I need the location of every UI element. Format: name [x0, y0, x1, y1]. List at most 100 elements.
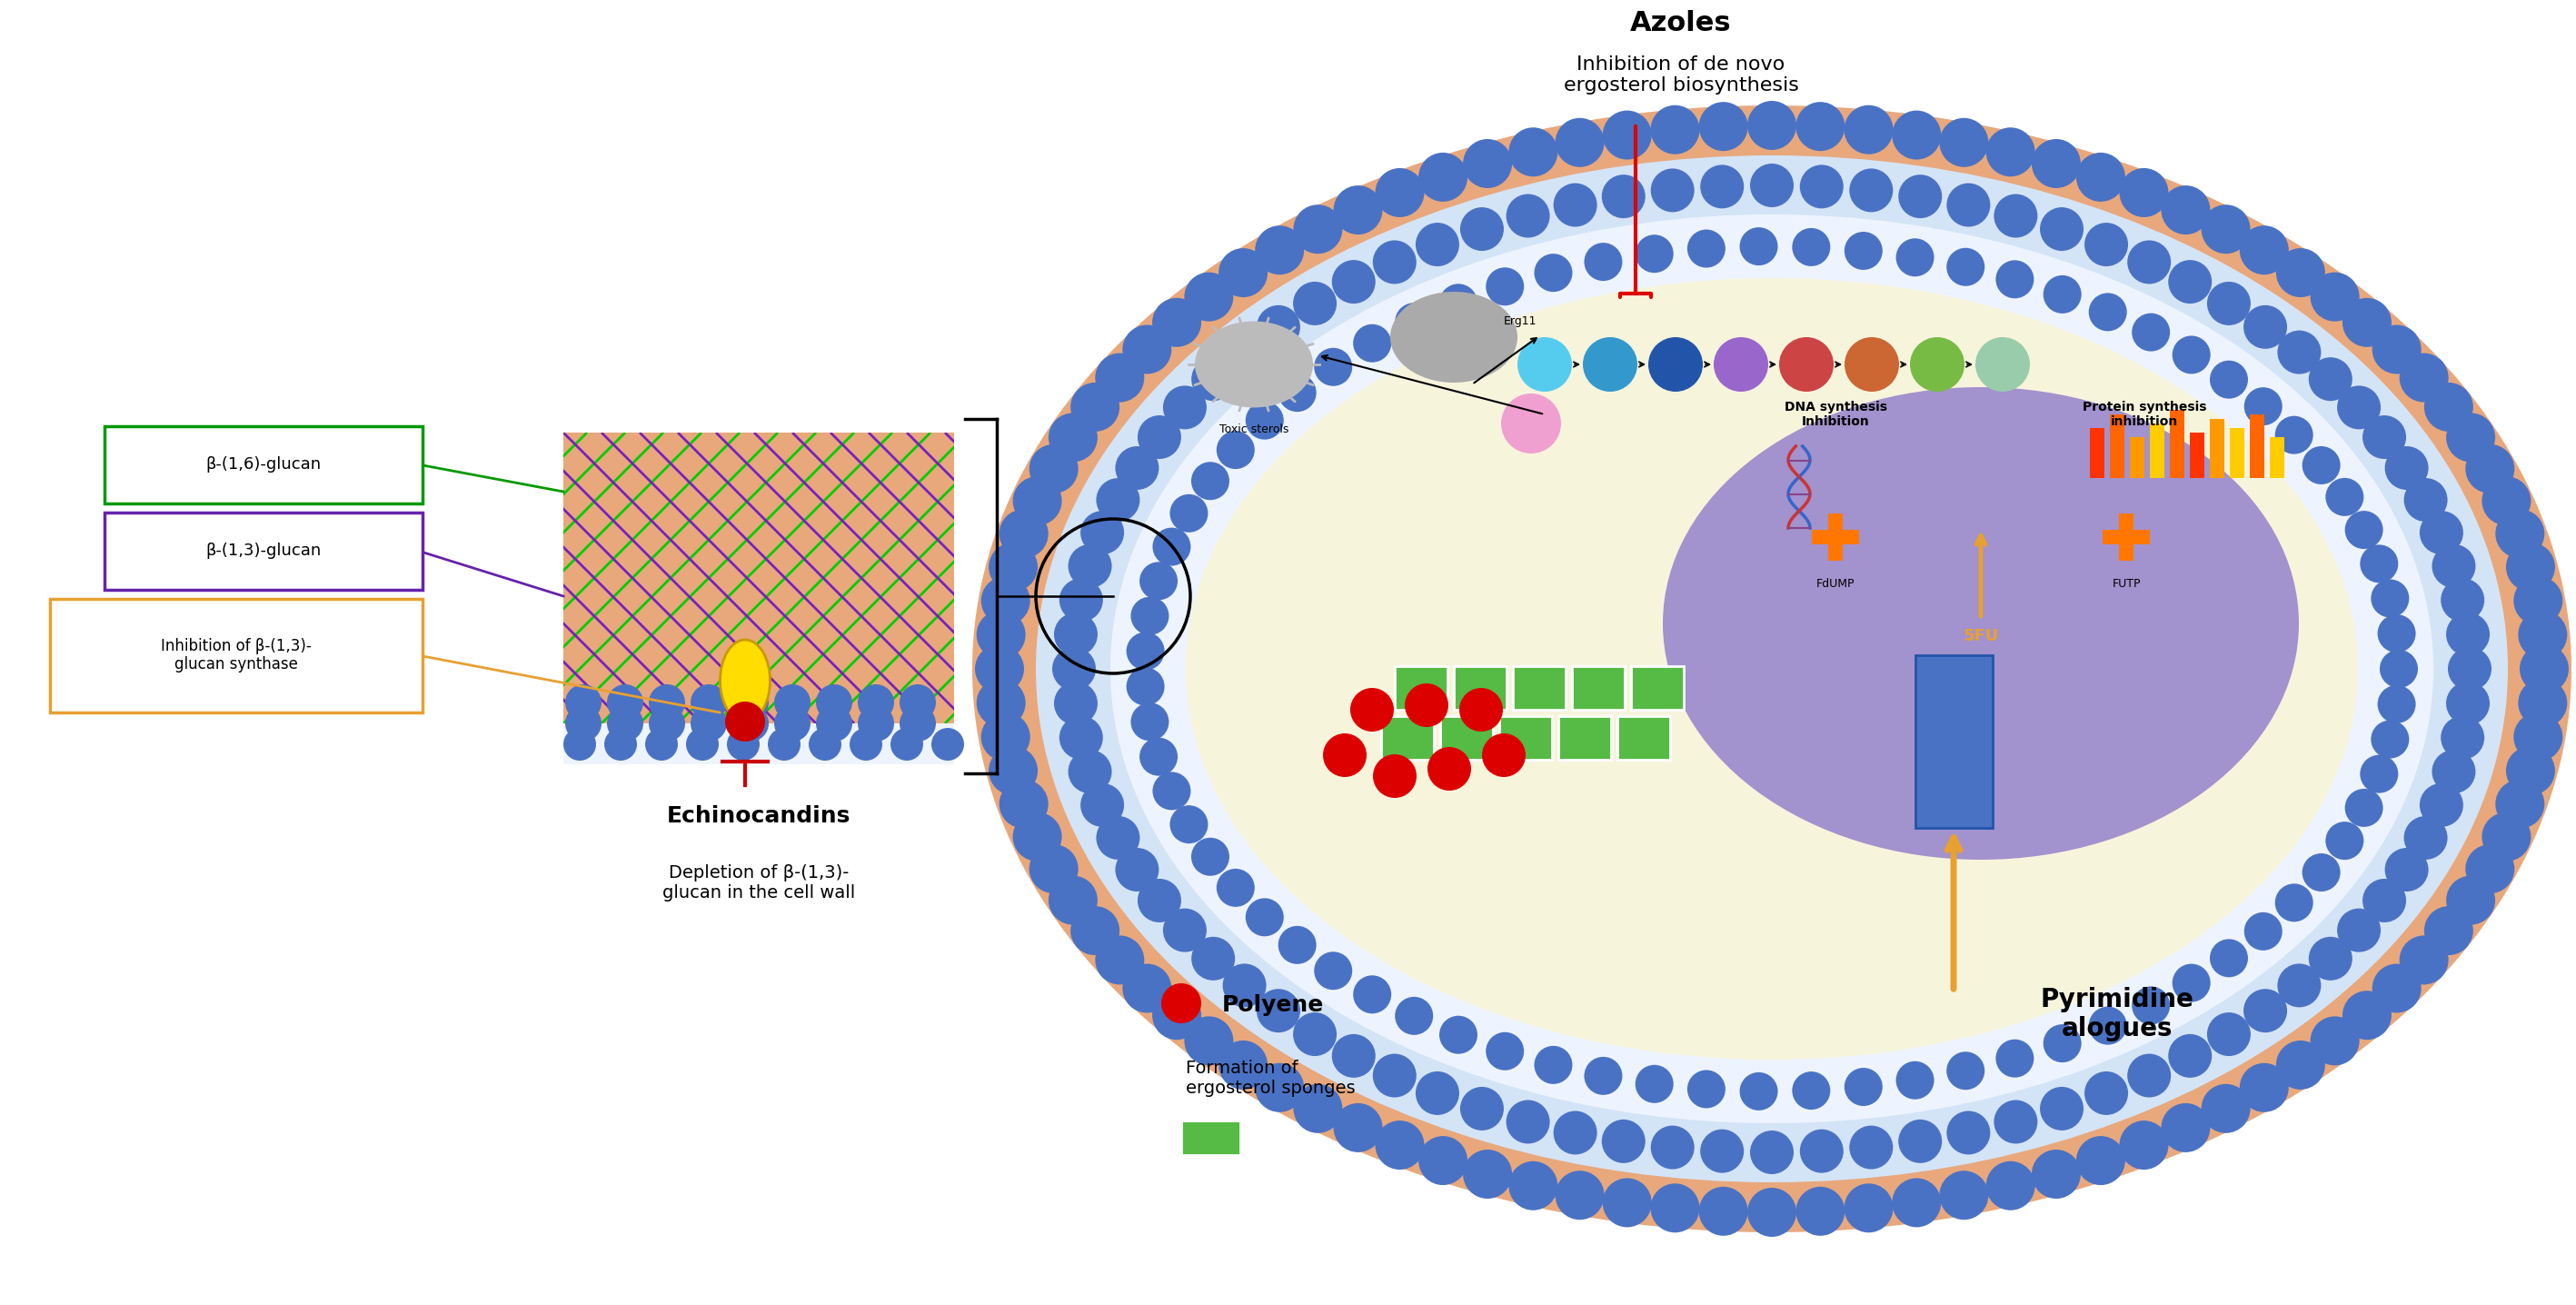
Circle shape	[1115, 848, 1159, 891]
Circle shape	[2514, 713, 2563, 762]
Circle shape	[1396, 997, 1432, 1035]
Circle shape	[2326, 478, 2365, 515]
Circle shape	[1502, 394, 1561, 453]
Circle shape	[999, 509, 1048, 559]
Circle shape	[2519, 679, 2568, 727]
Circle shape	[2362, 415, 2406, 459]
Circle shape	[2385, 848, 2429, 891]
Circle shape	[1994, 194, 2038, 238]
Circle shape	[1747, 100, 1795, 150]
Ellipse shape	[1110, 214, 2434, 1124]
Circle shape	[1891, 1178, 1942, 1227]
Circle shape	[2076, 1137, 2125, 1185]
Circle shape	[1218, 1040, 1267, 1090]
Circle shape	[1899, 1120, 1942, 1163]
Circle shape	[1115, 446, 1159, 489]
Bar	[1829, 513, 1842, 561]
Circle shape	[1059, 578, 1103, 622]
Circle shape	[974, 645, 1025, 693]
Circle shape	[1556, 1171, 1605, 1220]
Circle shape	[1376, 168, 1425, 217]
Circle shape	[1051, 647, 1095, 690]
Circle shape	[2432, 750, 2476, 793]
Circle shape	[1947, 1052, 1984, 1090]
Circle shape	[724, 702, 765, 741]
Circle shape	[1996, 1039, 2035, 1078]
Bar	[1381, 716, 1435, 760]
Circle shape	[1314, 348, 1352, 386]
Circle shape	[1651, 1184, 1700, 1232]
Circle shape	[2496, 779, 2545, 829]
Ellipse shape	[1036, 155, 2509, 1182]
Circle shape	[2519, 645, 2568, 693]
Circle shape	[1994, 1100, 2038, 1143]
Circle shape	[1795, 1186, 1844, 1236]
Circle shape	[2419, 510, 2463, 555]
Circle shape	[1651, 1126, 1695, 1169]
Circle shape	[2311, 273, 2360, 321]
Circle shape	[2239, 226, 2287, 274]
Circle shape	[2370, 579, 2409, 617]
Circle shape	[2120, 168, 2169, 217]
Circle shape	[1247, 898, 1283, 936]
Circle shape	[933, 728, 963, 761]
Circle shape	[1373, 754, 1417, 797]
Circle shape	[2084, 1071, 2128, 1114]
Circle shape	[2442, 578, 2483, 622]
Circle shape	[768, 728, 801, 761]
Circle shape	[1054, 612, 1097, 656]
Circle shape	[1801, 164, 1844, 209]
Circle shape	[1216, 869, 1255, 907]
Circle shape	[2208, 1013, 2251, 1056]
Circle shape	[2169, 1034, 2213, 1078]
Text: β-(1,3)-glucan: β-(1,3)-glucan	[206, 543, 322, 559]
Circle shape	[1793, 1071, 1832, 1109]
Circle shape	[1151, 990, 1200, 1040]
Bar	[2120, 513, 2133, 561]
Circle shape	[850, 728, 884, 761]
Circle shape	[1030, 444, 1079, 493]
Circle shape	[1190, 937, 1234, 980]
Circle shape	[1602, 1120, 1646, 1163]
Circle shape	[1947, 183, 1991, 227]
Circle shape	[2506, 543, 2555, 591]
Circle shape	[2277, 248, 2326, 298]
Circle shape	[1419, 1137, 1468, 1185]
Bar	[1182, 1121, 1239, 1155]
Circle shape	[608, 705, 644, 741]
Circle shape	[2308, 937, 2352, 980]
Circle shape	[1417, 223, 1458, 266]
Circle shape	[2303, 446, 2342, 484]
Bar	[1558, 716, 1610, 760]
Circle shape	[2169, 260, 2213, 304]
Circle shape	[1293, 282, 1337, 325]
Circle shape	[2481, 812, 2532, 861]
Circle shape	[1247, 402, 1283, 440]
Circle shape	[1510, 1161, 1558, 1210]
Circle shape	[1332, 1034, 1376, 1078]
Circle shape	[1850, 1126, 1893, 1169]
Bar	[1394, 666, 1448, 710]
Circle shape	[2378, 615, 2416, 652]
Circle shape	[1048, 412, 1097, 462]
Text: FdUMP: FdUMP	[1816, 578, 1855, 590]
Circle shape	[1332, 260, 1376, 304]
Circle shape	[1278, 925, 1316, 964]
Circle shape	[1844, 1184, 1893, 1232]
Circle shape	[2172, 964, 2210, 1002]
Ellipse shape	[1391, 292, 1517, 382]
Circle shape	[1139, 415, 1182, 459]
Circle shape	[1131, 702, 1170, 741]
Circle shape	[1584, 1057, 1623, 1095]
Circle shape	[1257, 989, 1301, 1032]
Circle shape	[2496, 509, 2545, 559]
Circle shape	[1795, 102, 1844, 151]
Circle shape	[2239, 1064, 2287, 1112]
Circle shape	[1190, 462, 1229, 500]
Circle shape	[1636, 235, 1674, 273]
Text: Polyene: Polyene	[1221, 994, 1324, 1017]
Circle shape	[2208, 282, 2251, 325]
Circle shape	[1352, 975, 1391, 1014]
Circle shape	[2326, 822, 2365, 860]
Circle shape	[2378, 685, 2416, 723]
